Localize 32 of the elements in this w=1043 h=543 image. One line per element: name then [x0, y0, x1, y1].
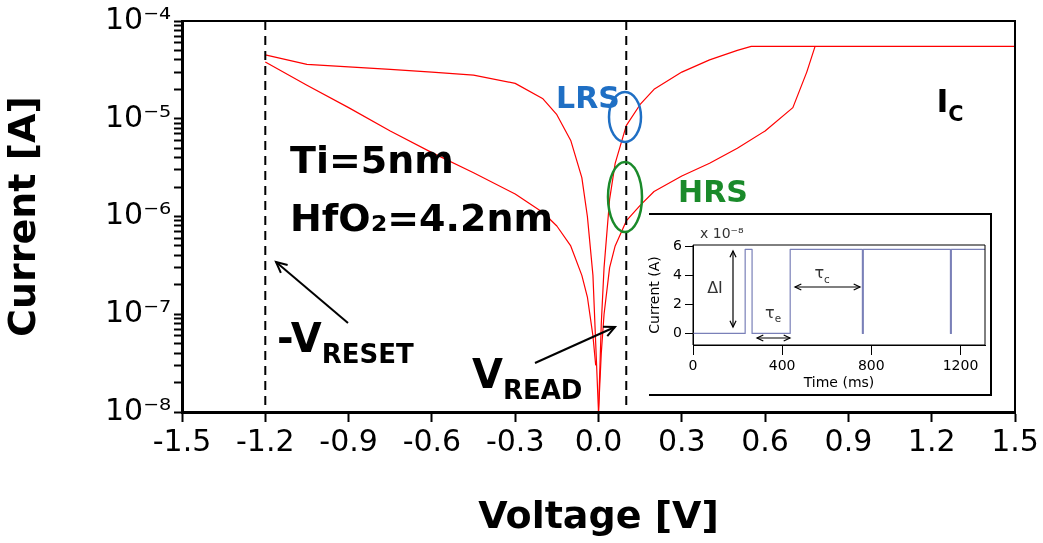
annotation: ΔI [707, 278, 723, 297]
x-tick-label: 1200 [942, 357, 979, 374]
y-tick-label: 4 [673, 266, 683, 283]
annotation: HfO₂=4.2nm [290, 196, 554, 240]
x-tick-label: -0.9 [319, 422, 378, 458]
y-tick-label: 10⁻⁵ [104, 98, 171, 134]
annotation: x 10⁻⁸ [700, 225, 744, 241]
x-tick-label: 0 [688, 357, 698, 374]
y-axis-title: Current [A] [0, 96, 44, 337]
y-tick-label: 0 [673, 324, 682, 341]
x-tick-label: 1.5 [991, 422, 1039, 458]
x-tick-label: 400 [768, 357, 796, 374]
annotation: Ti=5nm [290, 138, 454, 182]
annotation: LRS [556, 80, 620, 115]
x-tick-label: 0.3 [657, 422, 706, 458]
y-axis-title: Current (A) [646, 256, 663, 334]
x-tick-label: -0.3 [485, 422, 545, 458]
x-axis-title: Voltage [V] [478, 493, 719, 538]
x-tick-label: -1.2 [236, 422, 295, 458]
x-tick-label: 0.0 [574, 422, 623, 458]
y-tick-label: 10⁻⁴ [104, 0, 171, 36]
x-tick-label: 800 [857, 357, 885, 374]
y-tick-label: 2 [673, 295, 682, 312]
annotation: HRS [678, 174, 748, 209]
x-axis-title: Time (ms) [802, 374, 875, 391]
y-tick-label: 6 [673, 237, 683, 254]
x-tick-label: 0.6 [741, 422, 789, 458]
x-tick-label: 0.9 [824, 422, 873, 458]
x-tick-label: 1.2 [907, 422, 956, 458]
y-tick-label: 10⁻⁷ [104, 294, 171, 330]
y-tick-label: 10⁻⁶ [104, 196, 171, 232]
x-tick-label: -0.6 [402, 422, 462, 458]
